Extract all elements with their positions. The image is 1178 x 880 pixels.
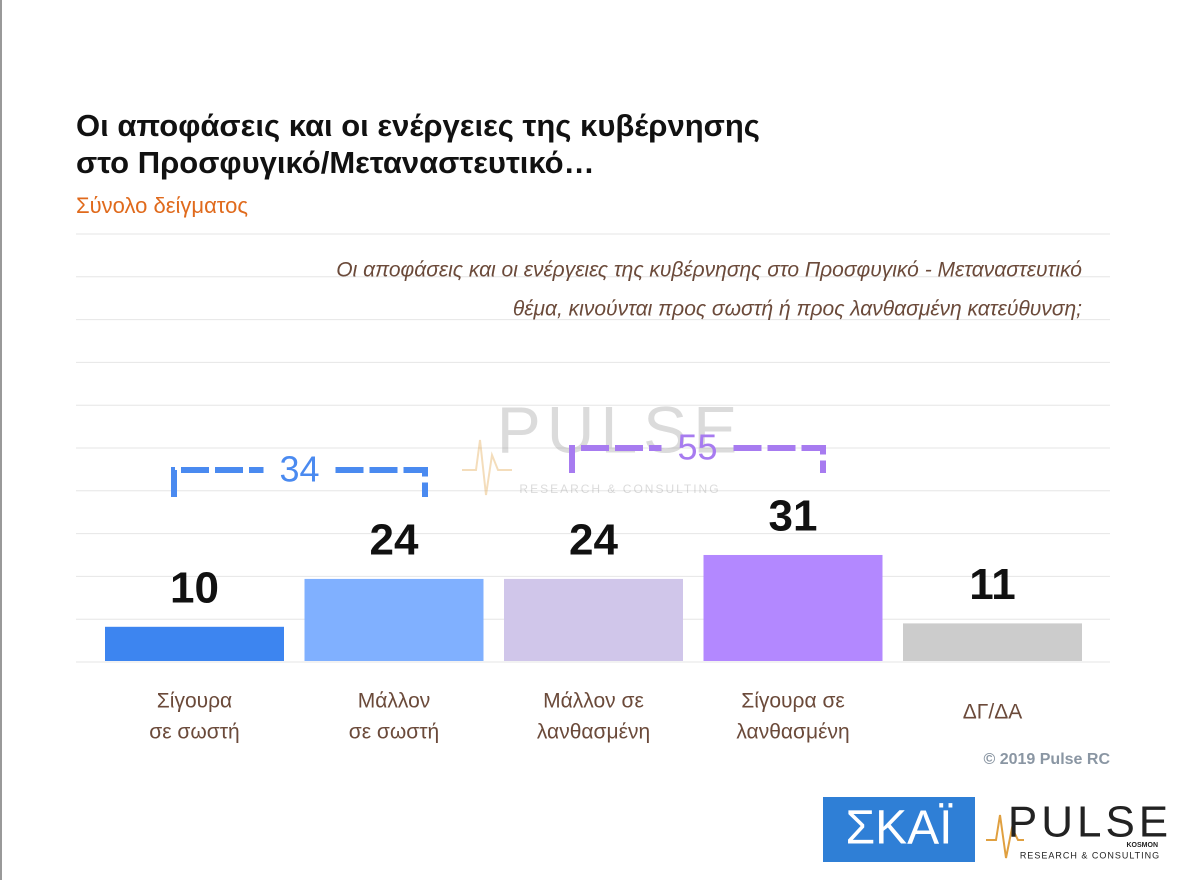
skai-logo: ΣΚΑΪ <box>845 802 953 855</box>
data-label: 31 <box>769 492 818 541</box>
x-tick-label: ΔΓ/ΔΑ <box>963 701 1022 724</box>
data-label: 10 <box>170 563 219 612</box>
x-tick-label: Σίγουρα <box>157 690 232 713</box>
watermark-pulse <box>462 439 512 496</box>
bracket <box>171 467 264 497</box>
watermark: PULSE RESEARCH & CONSULTING <box>462 392 743 496</box>
bar <box>504 578 683 661</box>
bracket <box>569 445 662 473</box>
data-label: 24 <box>370 516 419 565</box>
watermark-logo: PULSE <box>497 392 743 466</box>
pulse-logo: PULSE <box>1008 798 1172 847</box>
data-label: 11 <box>969 560 1016 609</box>
chart-title: Οι αποφάσεις και οι ενέργειες της κυβέρν… <box>76 108 760 143</box>
grid <box>76 233 1110 663</box>
question: θέμα, κινούνται προς σωστή ή προς λανθασ… <box>513 298 1082 321</box>
x-tick-label: Μάλλον <box>358 690 431 713</box>
chart-subtitle: Σύνολο δείγματος <box>76 193 248 218</box>
bar <box>903 623 1082 661</box>
bracket <box>733 445 826 473</box>
x-tick-label: λανθασμένη <box>537 721 650 744</box>
pulse-tag: RESEARCH & CONSULTING <box>1020 850 1160 860</box>
x-tick-label: Σίγουρα σε <box>741 690 845 713</box>
watermark-tag: RESEARCH & CONSULTING <box>519 482 720 496</box>
logos: ΣΚΑΪ PULSE KOSMON RESEARCH & CONSULTING <box>823 797 1172 862</box>
x-tick-label: λανθασμένη <box>736 721 849 744</box>
x-tick-label: σε σωστή <box>349 721 439 744</box>
pulse-sub: KOSMON <box>1127 842 1159 849</box>
skai-logo-box <box>823 797 975 862</box>
annotation: 34 <box>279 449 319 490</box>
x-tick-label: σε σωστή <box>149 721 239 744</box>
bar <box>304 578 484 661</box>
bar <box>703 554 883 661</box>
data-label: 24 <box>569 516 618 565</box>
copyright: © 2019 Pulse RC <box>983 751 1110 768</box>
bracket <box>335 467 428 497</box>
x-tick-label: Μάλλον σε <box>543 690 644 713</box>
pulse-mark <box>986 814 1024 859</box>
bar <box>105 626 284 661</box>
chart-title: στο Προσφυγικό/Μεταναστευτικό… <box>76 145 595 180</box>
question: Οι αποφάσεις και οι ενέργειες της κυβέρν… <box>336 259 1082 282</box>
annotation: 55 <box>677 427 717 468</box>
